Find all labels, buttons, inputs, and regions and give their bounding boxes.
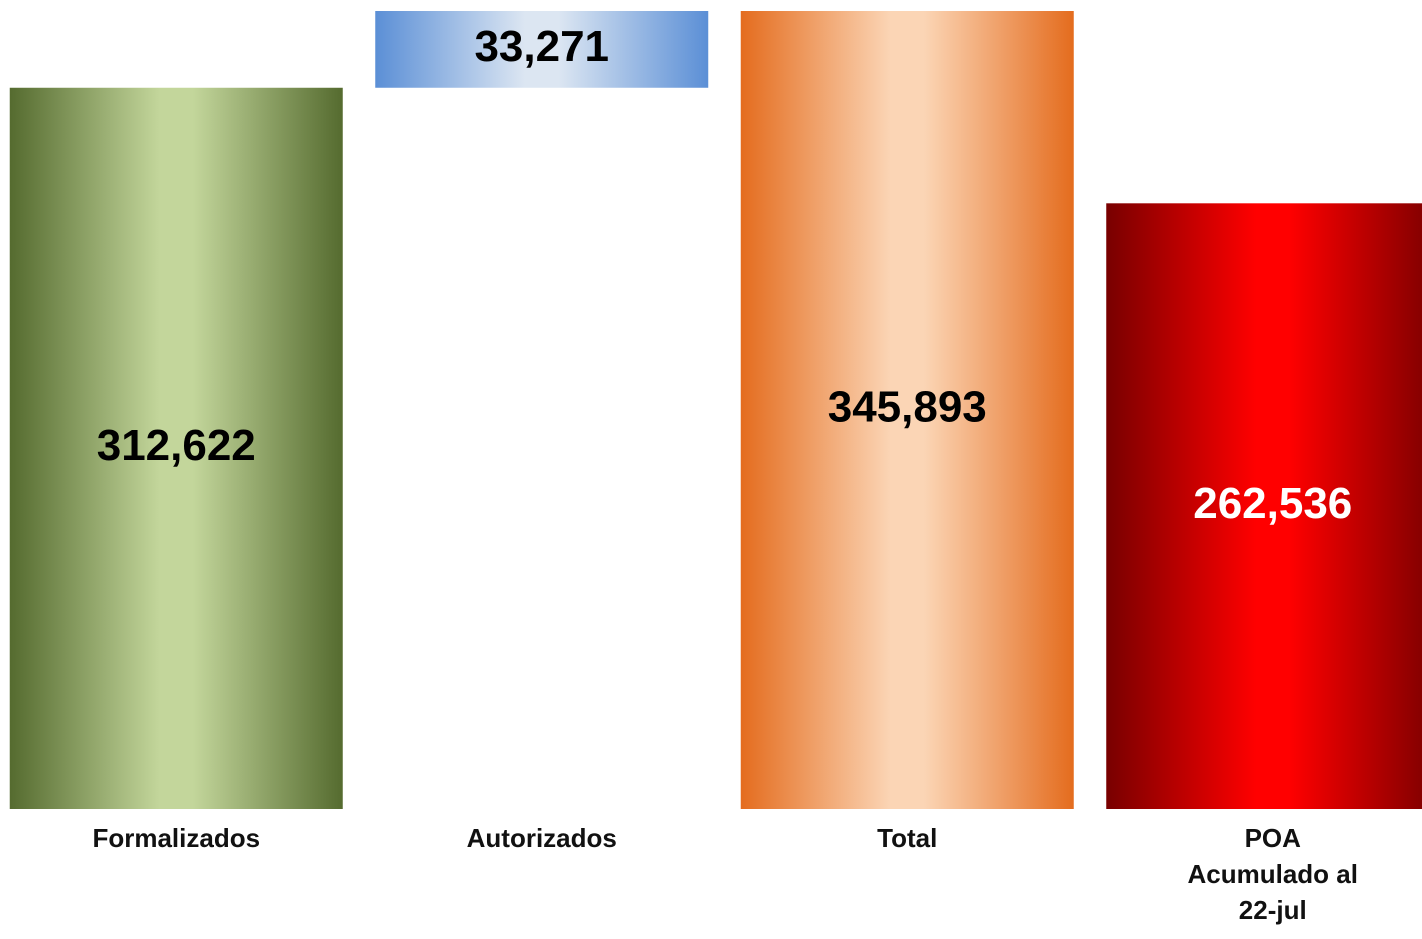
category-label: Autorizados [466, 823, 617, 853]
category-label: POA Acumulado al 22-jul [1187, 823, 1358, 925]
bar [375, 11, 709, 88]
bar [9, 87, 343, 809]
category-label: Total [877, 823, 938, 853]
category-label: Formalizados [92, 823, 261, 853]
value-label: 312,622 [97, 421, 256, 470]
value-label: 262,536 [1193, 479, 1352, 528]
bar [1106, 203, 1422, 809]
value-label: 345,893 [828, 383, 987, 432]
bar [740, 11, 1074, 809]
value-label: 33,271 [474, 22, 609, 71]
